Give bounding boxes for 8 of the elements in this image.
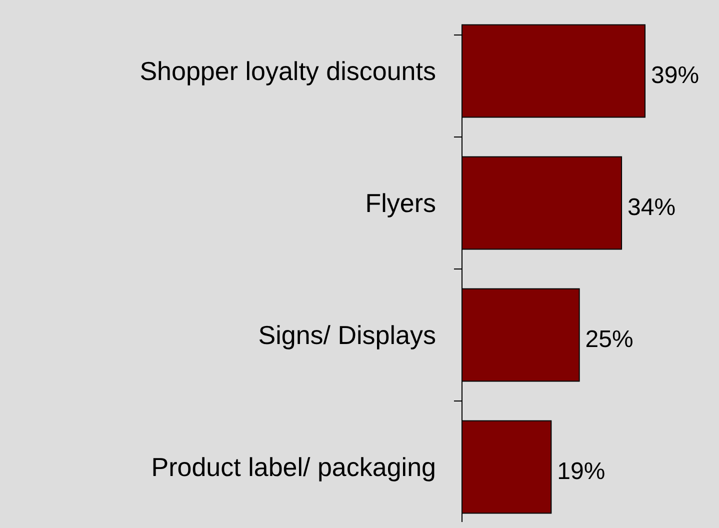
data-label: 34% <box>628 194 676 221</box>
y-tick-label: Product label/ packaging <box>151 452 436 482</box>
y-tick-label: Flyers <box>365 188 436 218</box>
data-label: 19% <box>557 458 606 485</box>
data-label: 39% <box>651 62 700 89</box>
data-label: 25% <box>585 326 634 353</box>
y-tick-label: Shopper loyalty discounts <box>140 56 436 86</box>
y-tick-label: Signs/ Displays <box>258 320 436 350</box>
